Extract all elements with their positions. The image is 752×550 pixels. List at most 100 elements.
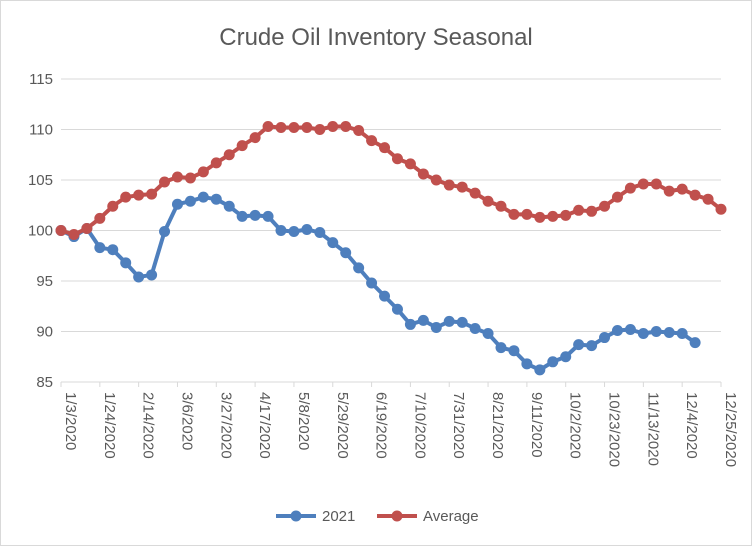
data-point [443, 315, 455, 327]
data-point [120, 191, 132, 203]
data-point [262, 120, 274, 132]
legend: 2021 Average [276, 508, 479, 525]
data-point [275, 121, 287, 133]
data-point [223, 200, 235, 212]
x-tick-label: 4/17/2020 [256, 392, 273, 459]
data-point [417, 168, 429, 180]
data-point [340, 120, 352, 132]
data-point [262, 210, 274, 222]
data-point [650, 326, 662, 337]
data-point [236, 140, 248, 152]
data-point [133, 271, 145, 283]
data-point [120, 257, 132, 269]
data-point [663, 327, 675, 339]
data-point [379, 142, 391, 154]
data-point [107, 244, 119, 256]
y-tick-label: 115 [29, 71, 53, 88]
data-point [404, 318, 416, 330]
data-point [560, 209, 572, 221]
x-tick-label: 5/29/2020 [334, 392, 351, 459]
x-tick-label: 1/3/2020 [62, 392, 79, 450]
y-tick-label: 110 [29, 122, 53, 139]
data-point [599, 332, 611, 344]
y-tick-label: 95 [36, 273, 53, 290]
data-point [689, 189, 701, 201]
data-point [495, 200, 507, 212]
x-tick-label: 7/31/2020 [450, 392, 467, 459]
data-point [366, 277, 378, 289]
data-point [197, 191, 209, 203]
y-tick-label: 90 [36, 324, 53, 341]
data-point [249, 209, 261, 221]
data-point [637, 328, 649, 340]
data-point [573, 339, 585, 351]
data-point [366, 135, 378, 147]
data-point [715, 203, 727, 215]
data-point [159, 176, 171, 188]
data-point [430, 174, 442, 186]
data-point [676, 183, 688, 195]
data-point [327, 120, 339, 132]
data-point [288, 226, 300, 238]
data-point [599, 200, 611, 212]
legend-label: 2021 [322, 508, 355, 525]
data-point [184, 195, 196, 207]
x-tick-label: 12/25/2020 [722, 392, 739, 467]
data-point [327, 237, 339, 249]
data-point [68, 229, 80, 241]
data-point [611, 324, 623, 336]
x-tick-label: 2/14/2020 [140, 392, 157, 459]
data-point [586, 205, 598, 217]
y-tick-label: 105 [28, 172, 53, 189]
y-tick-label: 85 [36, 374, 53, 391]
data-point [353, 125, 365, 137]
data-point [210, 193, 222, 205]
data-point [301, 223, 313, 235]
data-point [146, 188, 158, 200]
data-point [534, 211, 546, 223]
data-point [107, 200, 119, 212]
data-point [55, 225, 67, 236]
data-point [391, 153, 403, 165]
x-tick-label: 6/19/2020 [373, 392, 390, 459]
data-point [81, 222, 93, 234]
chart-title: Crude Oil Inventory Seasonal [219, 24, 533, 51]
data-point [689, 337, 701, 349]
x-tick-label: 1/24/2020 [101, 392, 118, 459]
data-point [702, 193, 714, 205]
data-point [650, 178, 662, 190]
data-point [624, 323, 636, 335]
data-point [508, 208, 520, 220]
legend-marker [290, 510, 302, 522]
x-tick-label: 11/13/2020 [644, 392, 661, 466]
data-point [637, 178, 649, 190]
x-tick-label: 3/27/2020 [217, 392, 234, 459]
x-tick-label: 12/4/2020 [683, 392, 700, 459]
data-point [663, 185, 675, 197]
data-point [210, 157, 222, 169]
data-point [547, 210, 559, 222]
data-point [171, 198, 183, 210]
data-point [534, 364, 546, 376]
x-tick-label: 8/21/2020 [489, 392, 506, 459]
data-point [482, 328, 494, 340]
data-point [508, 345, 520, 357]
x-tick-label: 9/11/2020 [528, 392, 545, 458]
data-point [353, 262, 365, 274]
data-point [560, 351, 572, 363]
data-point [521, 358, 533, 370]
data-point [469, 187, 481, 199]
legend-label: Average [423, 508, 479, 525]
data-point [314, 227, 326, 239]
x-tick-label: 7/10/2020 [411, 392, 428, 459]
data-point [197, 166, 209, 178]
x-axis: 1/3/2020 1/24/2020 2/14/2020 3/6/2020 3/27/2… [60, 382, 739, 467]
data-point [159, 226, 171, 238]
data-point [249, 132, 261, 144]
data-point [417, 314, 429, 326]
x-tick-label: 10/23/2020 [606, 392, 623, 467]
series-group [55, 120, 727, 376]
data-point [624, 182, 636, 194]
data-point [146, 269, 158, 281]
